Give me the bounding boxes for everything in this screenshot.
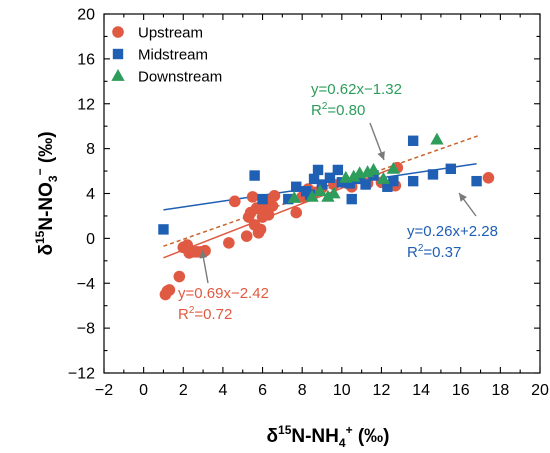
downstream-point xyxy=(366,162,381,175)
y-tick-label: 16 xyxy=(77,51,95,68)
x-tick-label: 12 xyxy=(373,382,391,399)
midstream-point xyxy=(324,172,336,183)
y-tick-label: −8 xyxy=(77,321,95,338)
upstream-fit-equation: y=0.69x−2.42 xyxy=(178,285,269,302)
upstream-point xyxy=(268,189,281,202)
midstream-point xyxy=(382,181,393,192)
x-tick-label: 0 xyxy=(139,382,148,399)
legend-marker-midstream xyxy=(112,48,124,60)
y-tick-label: 12 xyxy=(77,96,95,113)
y-tick-label: 0 xyxy=(86,231,95,248)
x-tick-label: 18 xyxy=(491,382,509,399)
x-tick-label: 2 xyxy=(179,382,188,399)
y-tick-label: 20 xyxy=(77,7,95,24)
midstream-point xyxy=(407,175,419,187)
legend-label-midstream: Midstream xyxy=(138,47,208,64)
upstream-point xyxy=(240,230,253,242)
midstream-point xyxy=(312,164,324,176)
midstream-point xyxy=(291,181,302,192)
data-points xyxy=(158,132,495,301)
y-tick-label: 8 xyxy=(86,141,95,158)
midstream-point xyxy=(344,178,355,189)
midstream-point xyxy=(257,193,268,205)
midstream-point xyxy=(354,173,365,185)
x-tick-label: −2 xyxy=(95,382,113,399)
midstream-point xyxy=(471,175,482,187)
x-tick-label: 10 xyxy=(333,382,351,399)
midstream-point xyxy=(360,179,371,190)
midstream-point xyxy=(249,170,260,181)
midstream-point xyxy=(427,169,439,180)
midstream-fit-equation: y=0.26x+2.28 xyxy=(407,223,498,240)
y-axis-title: δ15N-NO3− (‰) xyxy=(33,131,60,255)
downstream-point xyxy=(313,184,327,197)
downstream-point xyxy=(305,189,319,202)
y-tick-label: 4 xyxy=(86,186,95,203)
upstream-point xyxy=(246,191,259,203)
upstream-point xyxy=(266,200,279,212)
midstream-point xyxy=(388,175,399,187)
y-tick-label: −12 xyxy=(68,366,95,383)
legend: Upstream Midstream Downstream xyxy=(111,25,222,86)
legend-marker-upstream xyxy=(112,26,124,38)
annotations: y=0.62x−1.32 R2=0.80 y=0.26x+2.28 R2=0.37 y=… xyxy=(178,81,498,323)
x-tick-label: 6 xyxy=(258,382,267,399)
upstream-point xyxy=(290,206,303,219)
upstream-point xyxy=(229,195,241,208)
midstream-point xyxy=(158,224,169,235)
upstream-point xyxy=(223,237,235,249)
x-axis-title: δ15N-NH4+ (‰) xyxy=(266,423,389,450)
y-tick-label: −4 xyxy=(77,276,95,293)
x-tick-label: 8 xyxy=(298,382,307,399)
downstream-point xyxy=(327,186,341,199)
upstream-arrow-head xyxy=(199,250,208,259)
legend-marker-downstream xyxy=(111,69,125,81)
upstream-point xyxy=(173,270,186,283)
downstream-point xyxy=(287,190,301,203)
downstream-point xyxy=(430,132,444,145)
midstream-point xyxy=(316,179,328,190)
series-midstream xyxy=(158,135,482,235)
downstream-arrow-head xyxy=(377,151,385,160)
midstream-arrow-head xyxy=(459,193,467,202)
midstream-point xyxy=(368,170,379,181)
downstream-fit-equation: y=0.62x−1.32 xyxy=(311,81,402,98)
downstream-fit-r2: R2=0.80 xyxy=(311,101,365,119)
upstream-point xyxy=(254,223,267,236)
downstream-point xyxy=(386,161,400,174)
x-tick-label: 14 xyxy=(412,382,430,399)
downstream-point xyxy=(376,171,391,184)
midstream-point xyxy=(332,164,344,176)
upstream-point xyxy=(482,171,495,184)
legend-label-upstream: Upstream xyxy=(138,25,203,42)
midstream-point xyxy=(283,193,294,205)
legend-label-downstream: Downstream xyxy=(138,69,222,86)
x-tick-label: 4 xyxy=(218,382,227,399)
x-tick-label: 20 xyxy=(531,382,549,399)
series-downstream xyxy=(287,132,444,203)
x-tick-label: 16 xyxy=(452,382,470,399)
midstream-point xyxy=(308,173,320,185)
midstream-point xyxy=(346,193,357,205)
midstream-point xyxy=(407,135,419,146)
midstream-fit-r2: R2=0.37 xyxy=(407,243,461,261)
downstream-point xyxy=(321,189,335,202)
midstream-point xyxy=(445,163,457,175)
downstream-point xyxy=(347,169,361,182)
upstream-point xyxy=(163,284,176,296)
upstream-point xyxy=(262,209,275,221)
upstream-fit-r2: R2=0.72 xyxy=(178,305,232,323)
